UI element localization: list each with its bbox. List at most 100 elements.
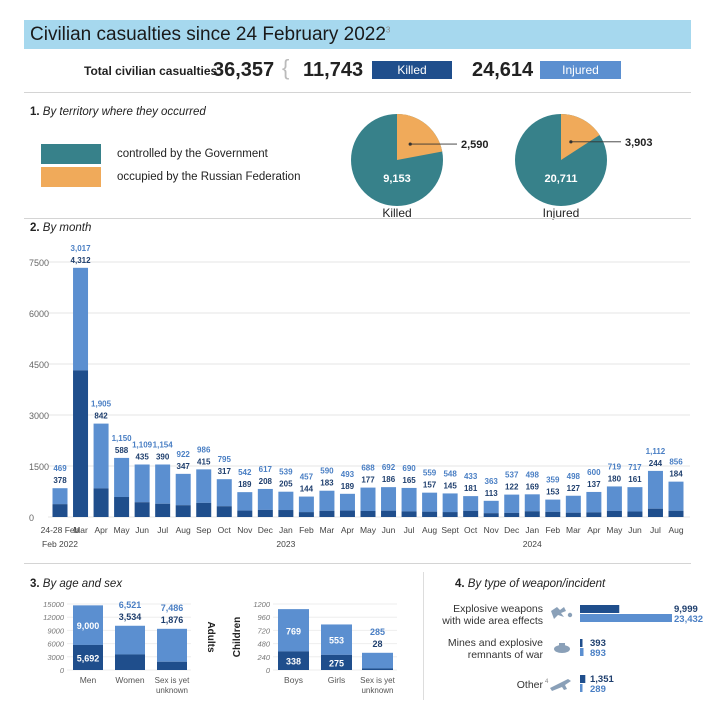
- title-bar: Civilian casualties since 24 February 20…: [24, 20, 691, 49]
- bar-injured: [319, 490, 335, 511]
- x-year-label: 2023: [276, 539, 295, 549]
- bar-killed: [565, 512, 581, 517]
- x-tick-label: Girls: [328, 675, 345, 685]
- territory-pies: 2,590 9,153 Killed 3,903 20,711 Injured: [351, 114, 653, 220]
- y-tick-label: 3000: [29, 411, 49, 421]
- data-label-killed: 1,351: [590, 674, 614, 685]
- x-tick-label: Apr: [341, 525, 354, 535]
- bar-injured: [586, 491, 602, 513]
- data-label-killed: 157: [423, 481, 437, 490]
- bar-injured: [278, 491, 294, 511]
- data-label-killed: 127: [567, 484, 581, 493]
- divider: [24, 218, 691, 219]
- adults-label: Adults: [205, 621, 216, 653]
- x-tick-label: Apr: [587, 525, 600, 535]
- bar-killed: [463, 510, 479, 517]
- x-tick-label: Sep: [196, 525, 211, 535]
- data-label-killed: 169: [526, 482, 540, 491]
- bar-injured: [73, 605, 103, 645]
- data-label-injured: 6,521: [119, 600, 142, 610]
- x-tick-label: Jun: [382, 525, 396, 535]
- data-label-injured: 469: [53, 464, 67, 473]
- bar-killed: [134, 502, 150, 517]
- data-label-killed: 180: [608, 474, 622, 483]
- bar-injured: [339, 493, 355, 511]
- data-label-killed: 122: [505, 483, 519, 492]
- pie-caption: Killed: [382, 206, 411, 220]
- injured-total: 24,614: [472, 59, 534, 81]
- x-year-label: 2024: [523, 539, 542, 549]
- weapon-label: Mines and explosive: [448, 637, 543, 649]
- x-tick-label: May: [606, 525, 623, 535]
- y-tick-label: 960: [257, 613, 270, 622]
- y-tick-label: 3000: [47, 653, 65, 662]
- data-label-killed: 390: [156, 453, 170, 462]
- x-tick-label: unknown: [361, 686, 393, 695]
- pie-slice-occupied: [397, 114, 443, 160]
- data-label-killed: 189: [341, 482, 355, 491]
- bar-killed: [606, 510, 622, 517]
- data-label-injured: 692: [382, 463, 396, 472]
- pie-label-government: 9,153: [383, 173, 411, 185]
- data-label-killed: 28: [372, 639, 382, 649]
- y-tick-label: 4500: [29, 360, 49, 370]
- x-tick-label: Feb: [299, 525, 314, 535]
- bar-killed: [73, 644, 103, 670]
- data-label-killed: 181: [464, 484, 478, 493]
- x-tick-label: Jun: [135, 525, 149, 535]
- total-brace: {: [282, 55, 290, 80]
- data-label-injured: 1,150: [112, 434, 133, 443]
- data-label-killed: 184: [669, 470, 683, 479]
- bar-injured: [627, 487, 643, 512]
- weapon-footnote: 4: [545, 679, 549, 685]
- bar-killed: [52, 504, 68, 517]
- injured-pill: Injured: [540, 61, 621, 79]
- x-tick-label: Jan: [279, 525, 293, 535]
- bar-injured: [580, 614, 672, 622]
- children-label: Children: [232, 617, 243, 658]
- bar-killed: [175, 505, 191, 517]
- bar-killed: [157, 661, 187, 670]
- bar-injured: [115, 625, 145, 655]
- data-label-injured: 3,017: [71, 244, 92, 253]
- bar-killed: [155, 503, 171, 517]
- data-label-killed: 1,876: [161, 615, 184, 625]
- x-tick-label: Jun: [628, 525, 642, 535]
- data-label-killed: 208: [259, 477, 273, 486]
- bar-killed: [114, 497, 130, 517]
- data-label-injured: 795: [218, 455, 232, 464]
- data-label-killed: 4,312: [71, 256, 92, 265]
- legend-swatch-government: [41, 144, 101, 164]
- bar-injured: [545, 499, 561, 512]
- bar-injured: [504, 494, 520, 513]
- bar-injured: [381, 487, 397, 511]
- data-label-injured: 688: [361, 464, 375, 473]
- x-year-label: Feb 2022: [42, 539, 78, 549]
- x-tick-label: Jan: [525, 525, 539, 535]
- bar-killed: [360, 510, 376, 517]
- x-tick-label: Aug: [668, 525, 683, 535]
- section-divider: [423, 572, 424, 700]
- data-label-injured: 9,000: [77, 621, 100, 631]
- data-label-injured: 690: [402, 464, 416, 473]
- data-label-injured: 769: [286, 626, 301, 636]
- data-label-killed: 415: [197, 457, 211, 466]
- bar-injured: [216, 479, 232, 507]
- data-label-killed: 153: [546, 488, 560, 497]
- data-label-injured: 537: [505, 471, 519, 480]
- section-1-title: 1. By territory where they occurred: [30, 106, 206, 118]
- y-tick-label: 0: [266, 666, 271, 675]
- legend-swatch-occupied: [41, 167, 101, 187]
- page-title: Civilian casualties since 24 February 20…: [30, 24, 390, 46]
- data-label-injured: 553: [329, 636, 344, 646]
- data-label-injured: 285: [370, 627, 385, 637]
- killed-pill: Killed: [372, 61, 452, 79]
- bar-injured: [580, 648, 584, 656]
- pie-injured: 3,903 20,711 Injured: [515, 114, 653, 220]
- pie-label-occupied: 2,590: [461, 139, 489, 151]
- mine-body: [554, 645, 570, 653]
- x-tick-label: May: [114, 525, 131, 535]
- bar-injured: [442, 493, 458, 513]
- mine-fuse: [559, 643, 565, 646]
- pie-killed: 2,590 9,153 Killed: [351, 114, 489, 220]
